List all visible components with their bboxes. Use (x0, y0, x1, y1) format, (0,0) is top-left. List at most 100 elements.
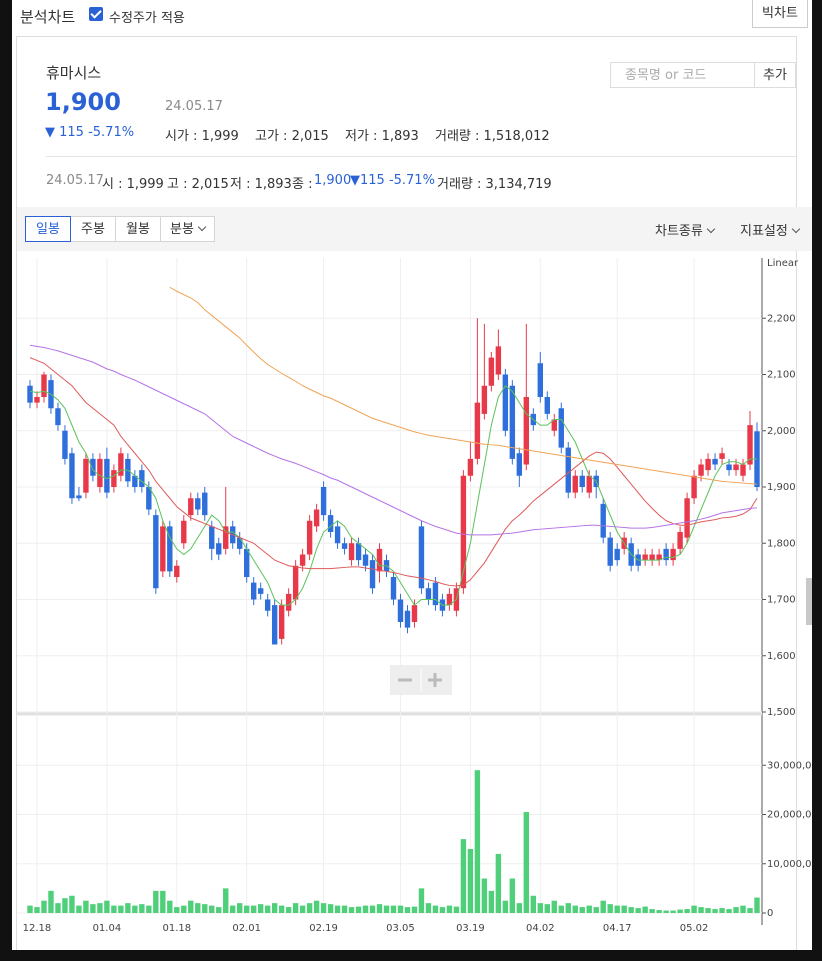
checkbox[interactable] (89, 7, 103, 21)
volume-bar (698, 907, 704, 913)
candle-body (104, 458, 110, 493)
volume-bar (348, 907, 355, 913)
tab-minute[interactable]: 분봉 (160, 216, 215, 242)
x-tick-label: 03.19 (456, 923, 485, 934)
volume-bar (90, 904, 96, 913)
volume-bar (432, 905, 439, 913)
y-tick-label: 30,000,000 (767, 760, 812, 771)
candle-body (523, 397, 530, 465)
volume-bar (27, 905, 33, 913)
volume-bar (649, 909, 655, 913)
y-tick-label: 2,200 (767, 313, 796, 324)
candle-body (432, 582, 439, 606)
volume-bar (69, 895, 75, 913)
candle-body (285, 593, 292, 611)
scale-label: Linear (767, 258, 799, 269)
volume-bar (572, 905, 578, 913)
candle-body (264, 599, 271, 611)
volume-bar (446, 905, 453, 913)
volume-bar (383, 905, 390, 913)
candle-body (460, 475, 467, 589)
stat: 시가 : 1,999 (165, 129, 239, 144)
stat: 저가 : 1,893 (345, 129, 419, 144)
volume-bar (118, 905, 124, 913)
candle-body (97, 458, 103, 487)
zoom-controls (390, 665, 452, 695)
candle-body (537, 363, 543, 397)
stat: 거래량 : 1,518,012 (435, 129, 550, 144)
volume-bar (216, 907, 222, 913)
x-tick-label: 04.02 (526, 923, 555, 934)
y-tick-label: 1,500 (767, 707, 796, 718)
volume-bar (362, 905, 369, 913)
volume-bar (376, 904, 383, 913)
candle-body (481, 385, 488, 414)
candle-body (495, 346, 502, 375)
candle-body (572, 475, 578, 493)
stock-date: 24.05.17 (165, 99, 223, 114)
candle-body (188, 498, 194, 516)
volume-bar (230, 905, 236, 913)
volume-bar (733, 907, 739, 913)
volume-bar (495, 853, 502, 913)
tab-day[interactable]: 일봉 (25, 216, 71, 242)
volume-bar (132, 905, 138, 913)
volume-bar (285, 907, 292, 913)
candle-body (83, 458, 89, 493)
volume-bar (621, 905, 627, 913)
y-tick-label: 0 (767, 908, 773, 919)
search-input[interactable]: 종목명 or 코드 (610, 62, 755, 88)
indicator-menu[interactable]: 지표설정 (740, 220, 801, 239)
volume-bar (313, 900, 320, 913)
chart-type-menu[interactable]: 차트종류 (655, 220, 716, 239)
y-tick-label: 1,600 (767, 651, 796, 662)
volume-bar (264, 905, 271, 913)
volume-bar (153, 890, 159, 913)
add-button[interactable]: 추가 (755, 62, 796, 88)
candle-body (684, 498, 690, 538)
tab-month[interactable]: 월봉 (115, 216, 161, 242)
big-chart-button[interactable]: 빅차트 (752, 0, 808, 28)
tab-week[interactable]: 주봉 (70, 216, 116, 242)
volume-bar (404, 907, 411, 913)
candle-body (174, 565, 180, 577)
candle-body (153, 515, 159, 589)
tab-minute-label: 분봉 (170, 222, 194, 237)
y-tick-label: 10,000,000 (767, 859, 812, 870)
x-tick-label: 03.05 (386, 923, 415, 934)
candle-body (55, 408, 61, 426)
candle-body (376, 548, 383, 572)
moving-average (169, 286, 758, 485)
candle-body (41, 374, 47, 397)
candle-body (474, 402, 481, 459)
candle-body (313, 509, 320, 527)
candle-body (195, 498, 201, 510)
candle-body (292, 565, 299, 600)
moving-average (29, 344, 758, 536)
candle-body (362, 554, 369, 566)
scrollbar-thumb[interactable] (806, 578, 812, 625)
candle-body (76, 495, 82, 499)
candle-body (551, 419, 557, 431)
volume-bar (481, 878, 488, 913)
candle-body (649, 554, 655, 561)
candle-body (726, 464, 732, 471)
x-tick-label: 12.18 (23, 923, 52, 934)
volume-bar (530, 895, 537, 913)
volume-bar (635, 908, 641, 913)
volume-bar (726, 909, 732, 913)
candle-body (446, 593, 453, 606)
volume-bar (160, 890, 166, 913)
candle-body (27, 385, 33, 403)
stat: 고가 : 2,015 (255, 129, 329, 144)
candle-body (244, 548, 250, 577)
candle-body (558, 408, 564, 448)
summary-item: 시 : 1,999 (102, 177, 164, 192)
candle-body (250, 582, 257, 600)
candle-body (691, 475, 697, 499)
volume-bar (41, 900, 47, 913)
x-tick-label: 02.01 (232, 923, 261, 934)
volume-bar (278, 905, 285, 913)
candle-body (146, 487, 152, 510)
